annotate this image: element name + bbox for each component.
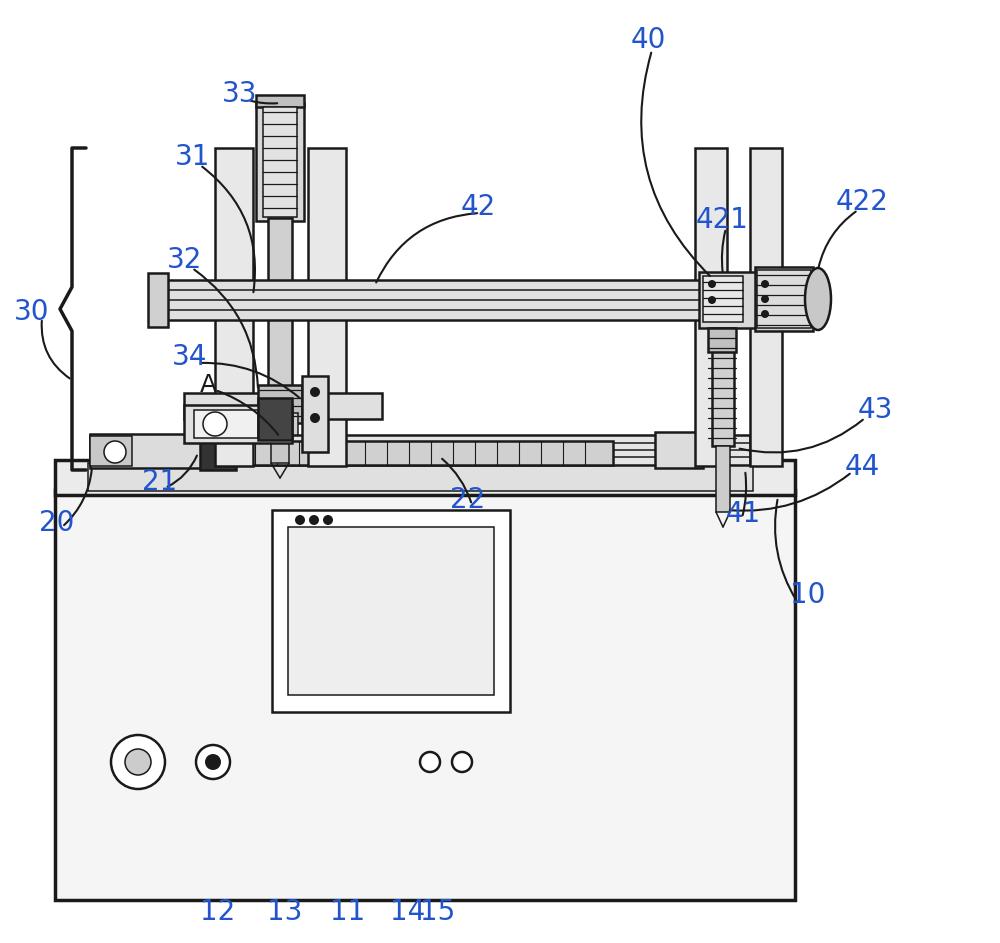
Bar bbox=[708, 328, 736, 352]
Bar bbox=[655, 432, 703, 468]
Bar bbox=[258, 398, 292, 440]
Bar bbox=[256, 103, 304, 221]
Text: 34: 34 bbox=[172, 343, 208, 371]
Bar bbox=[90, 436, 132, 466]
Bar bbox=[184, 290, 382, 318]
Circle shape bbox=[708, 296, 716, 304]
Circle shape bbox=[452, 752, 472, 772]
Bar bbox=[215, 148, 253, 466]
Text: 13: 13 bbox=[267, 898, 303, 926]
Bar bbox=[90, 435, 750, 465]
Text: 32: 32 bbox=[167, 246, 203, 274]
Circle shape bbox=[761, 295, 769, 303]
Bar bbox=[263, 107, 297, 217]
Text: 42: 42 bbox=[460, 193, 496, 221]
Text: 33: 33 bbox=[222, 80, 258, 108]
Bar bbox=[194, 410, 258, 438]
Bar bbox=[55, 460, 795, 495]
Bar bbox=[271, 435, 289, 463]
Bar bbox=[695, 148, 727, 466]
Bar bbox=[256, 95, 304, 107]
Text: 422: 422 bbox=[836, 188, 888, 216]
Bar bbox=[272, 510, 510, 712]
Circle shape bbox=[111, 735, 165, 789]
Text: A: A bbox=[199, 373, 217, 397]
Bar bbox=[148, 273, 168, 327]
Text: 31: 31 bbox=[175, 143, 211, 171]
Text: 12: 12 bbox=[200, 898, 236, 926]
Bar bbox=[184, 405, 292, 443]
Circle shape bbox=[708, 280, 716, 288]
Text: 14: 14 bbox=[390, 898, 426, 926]
Text: 43: 43 bbox=[857, 396, 893, 424]
Bar bbox=[699, 272, 763, 328]
Bar bbox=[156, 280, 800, 320]
Ellipse shape bbox=[805, 268, 831, 330]
Circle shape bbox=[203, 412, 227, 436]
Bar bbox=[268, 218, 292, 398]
Text: 44: 44 bbox=[844, 453, 880, 481]
Circle shape bbox=[196, 745, 230, 779]
Text: 421: 421 bbox=[696, 206, 748, 234]
Circle shape bbox=[205, 754, 221, 770]
Text: 11: 11 bbox=[330, 898, 366, 926]
Bar bbox=[200, 430, 236, 470]
Circle shape bbox=[323, 515, 333, 525]
Bar bbox=[288, 527, 494, 695]
Bar bbox=[184, 393, 382, 419]
Circle shape bbox=[761, 310, 769, 318]
Bar bbox=[757, 270, 811, 328]
Text: 10: 10 bbox=[790, 581, 826, 609]
Bar bbox=[88, 463, 753, 491]
Bar bbox=[262, 413, 298, 435]
Text: 30: 30 bbox=[14, 298, 50, 326]
Bar bbox=[258, 385, 302, 423]
Bar bbox=[302, 376, 328, 452]
Bar bbox=[90, 434, 210, 468]
Text: 40: 40 bbox=[630, 26, 666, 54]
Circle shape bbox=[125, 749, 151, 775]
Bar bbox=[243, 441, 613, 465]
Text: 21: 21 bbox=[142, 468, 178, 496]
Circle shape bbox=[310, 387, 320, 397]
Text: 22: 22 bbox=[450, 486, 486, 514]
Circle shape bbox=[310, 413, 320, 423]
Bar bbox=[703, 276, 743, 322]
Circle shape bbox=[309, 515, 319, 525]
Bar bbox=[55, 490, 795, 900]
Text: 20: 20 bbox=[39, 509, 75, 537]
Circle shape bbox=[761, 280, 769, 288]
Bar bbox=[308, 148, 346, 466]
Bar bbox=[755, 267, 813, 331]
Circle shape bbox=[420, 752, 440, 772]
Bar bbox=[716, 446, 730, 512]
Circle shape bbox=[104, 441, 126, 463]
Circle shape bbox=[295, 515, 305, 525]
Bar bbox=[750, 148, 782, 466]
Text: 41: 41 bbox=[725, 500, 761, 528]
Bar bbox=[712, 328, 734, 446]
Text: 15: 15 bbox=[420, 898, 456, 926]
